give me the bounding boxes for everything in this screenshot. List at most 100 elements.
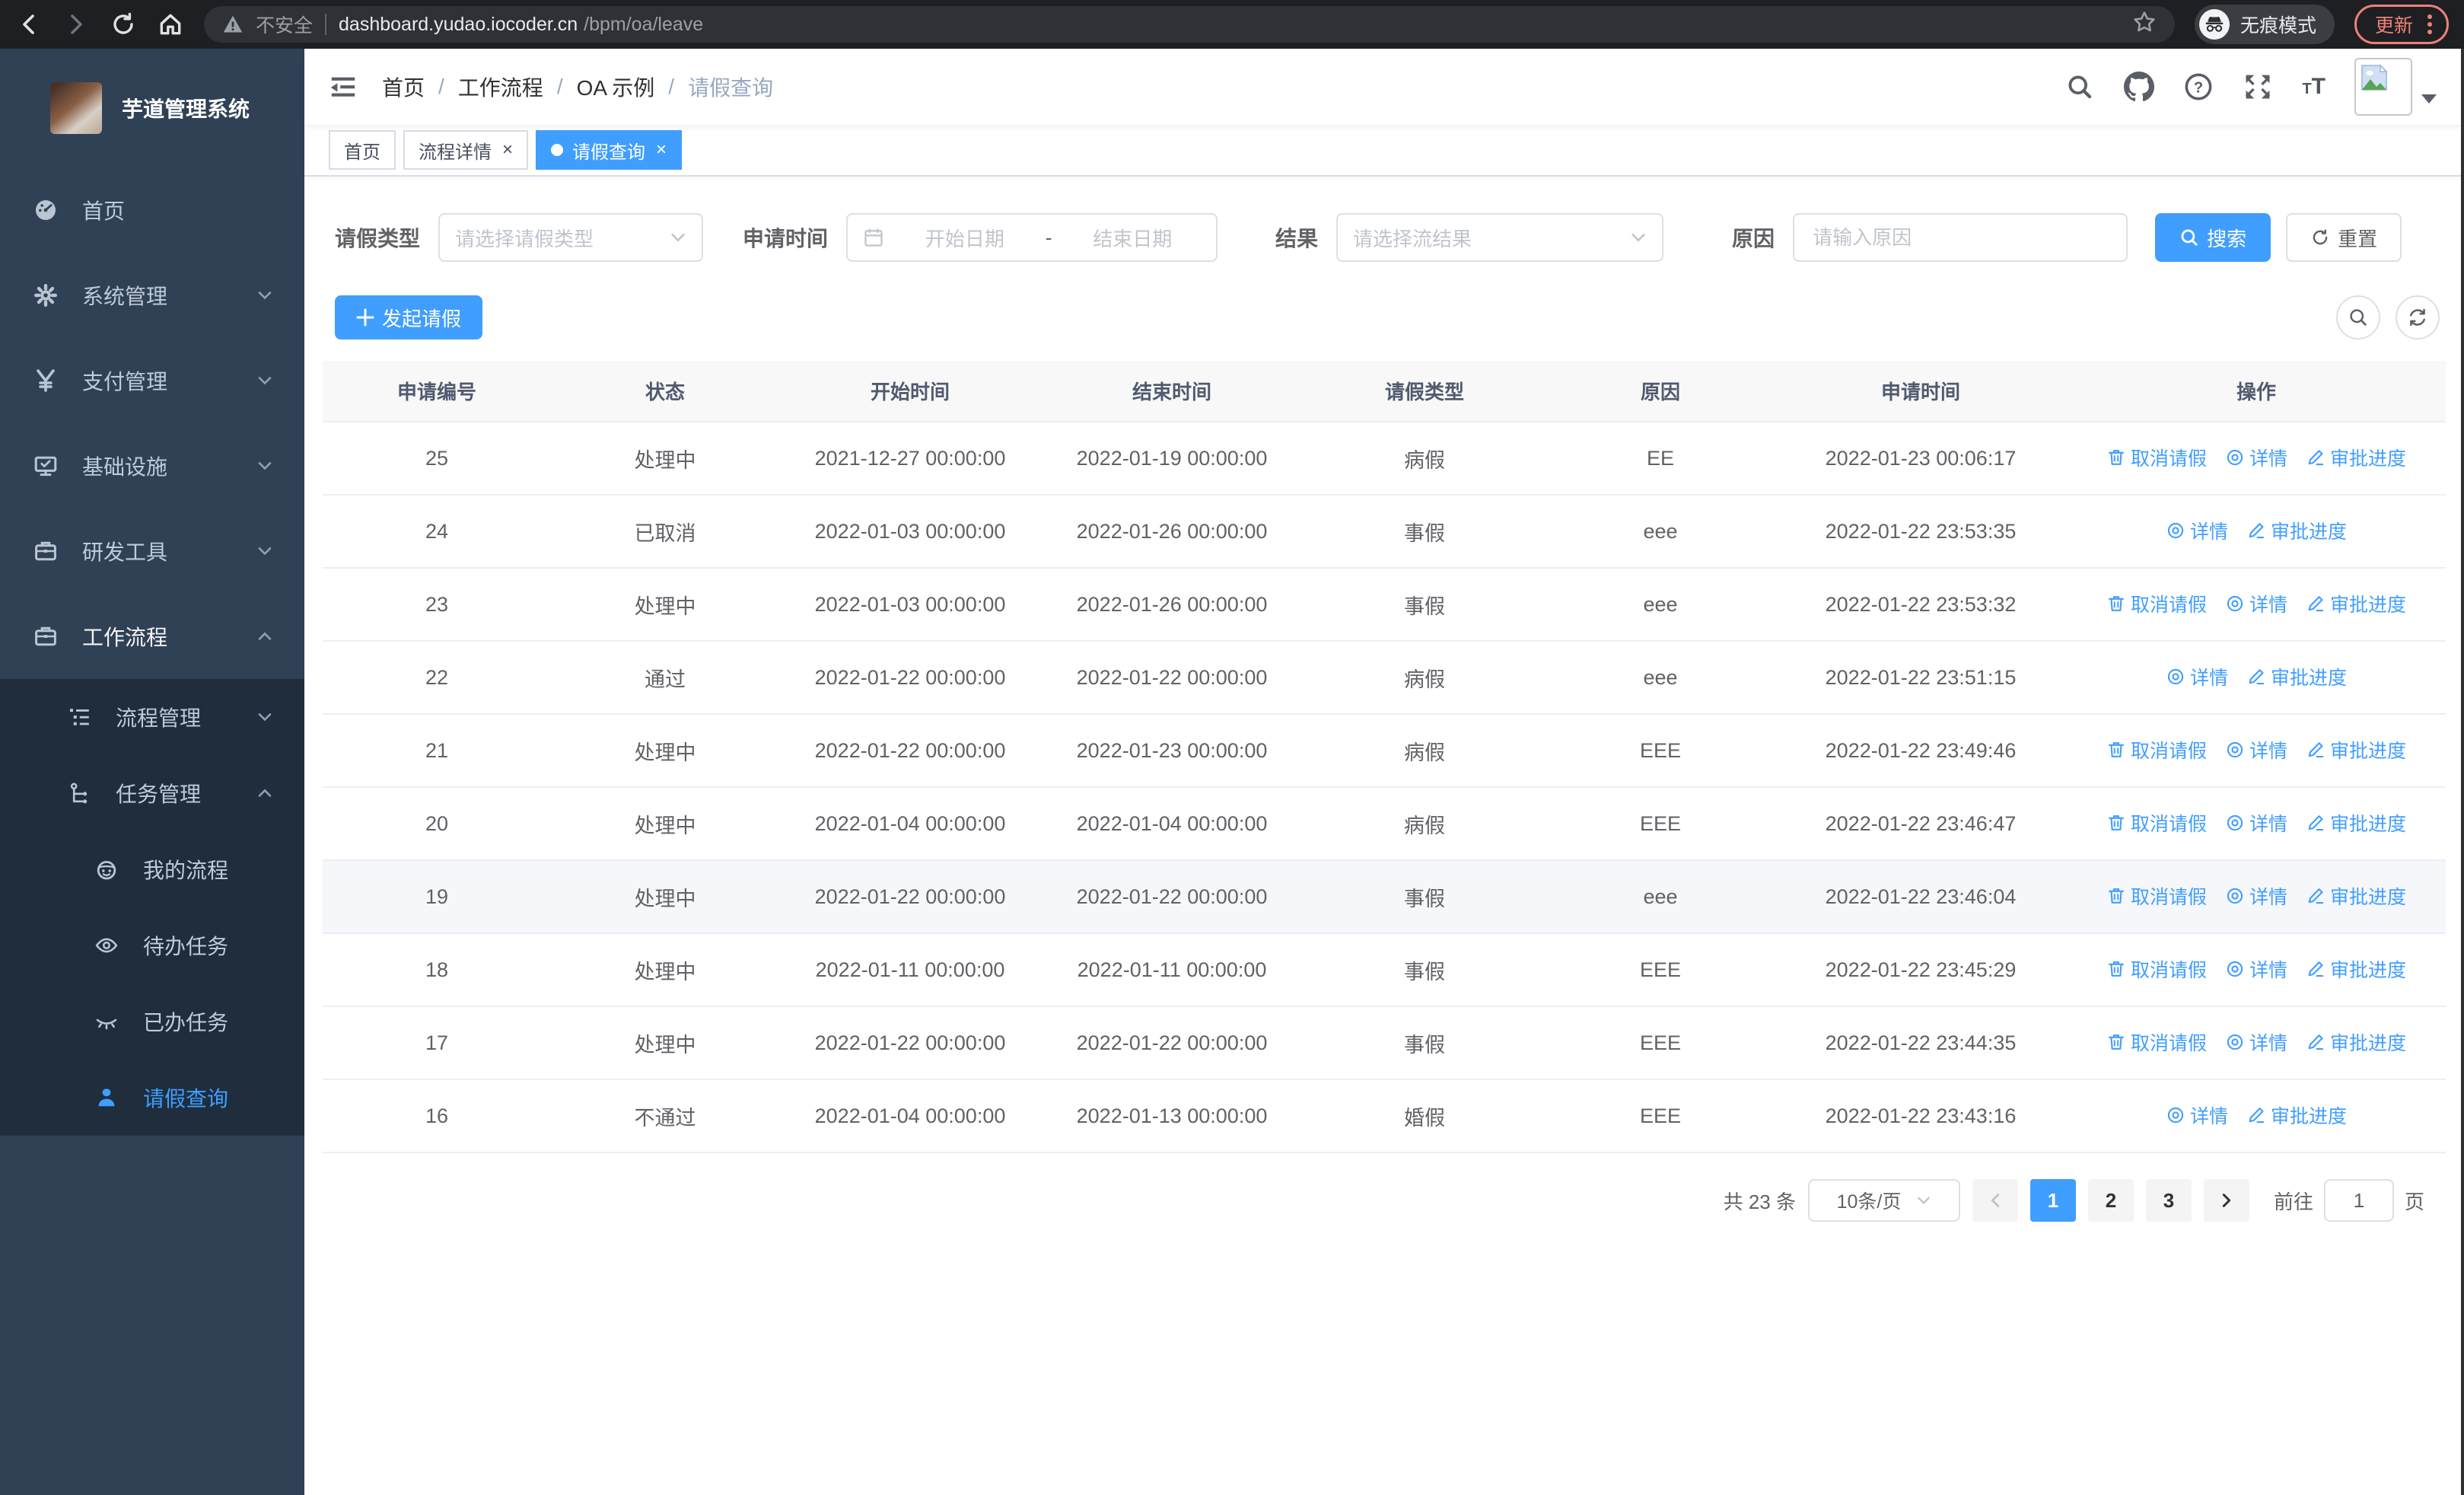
kebab-menu-icon[interactable]	[2427, 12, 2433, 37]
action-label: 取消请假	[2130, 741, 2207, 762]
page-number-2[interactable]: 2	[2087, 1179, 2134, 1222]
detail-link[interactable]: 详情	[2225, 444, 2287, 471]
breadcrumb-item[interactable]: 首页	[382, 76, 425, 100]
cancel-leave-link[interactable]: 取消请假	[2106, 590, 2207, 617]
sidebar-item-研发工具[interactable]: 研发工具	[0, 508, 304, 594]
show-search-icon-button[interactable]	[2336, 295, 2380, 339]
cell-id: 16	[323, 1079, 551, 1153]
page-size-select[interactable]: 10条/页	[1807, 1179, 1960, 1222]
cancel-leave-link[interactable]: 取消请假	[2106, 1028, 2207, 1056]
search-button[interactable]: 搜索	[2155, 213, 2271, 262]
sidebar-item-系统管理[interactable]: 系统管理	[0, 253, 304, 338]
detail-link[interactable]: 详情	[2225, 736, 2287, 763]
next-page-button[interactable]	[2203, 1179, 2249, 1222]
approval-progress-link[interactable]: 审批进度	[2306, 1028, 2406, 1056]
refresh-table-icon-button[interactable]	[2396, 295, 2440, 339]
forward-icon[interactable]	[62, 11, 90, 38]
help-icon[interactable]: ?	[2183, 72, 2214, 102]
table-row: 18 处理中 2022-01-11 00:00:00 2022-01-11 00:00…	[323, 933, 2446, 1007]
page-number-1[interactable]: 1	[2029, 1179, 2076, 1222]
bookmark-star-icon[interactable]	[2132, 10, 2157, 40]
sidebar-item-我的流程[interactable]: 我的流程	[0, 831, 304, 907]
sidebar-item-流程管理[interactable]: 流程管理	[0, 679, 304, 755]
breadcrumb-item[interactable]: 工作流程	[457, 76, 543, 100]
sidebar-item-基础设施[interactable]: 基础设施	[0, 423, 304, 508]
detail-link[interactable]: 详情	[2225, 809, 2287, 837]
url-separator	[325, 14, 327, 35]
reset-button[interactable]: 重置	[2286, 213, 2402, 262]
sidebar-item-已办任务[interactable]: 已办任务	[0, 983, 304, 1060]
cell-leave-type: 事假	[1303, 495, 1546, 569]
sidebar-item-待办任务[interactable]: 待办任务	[0, 907, 304, 983]
sidebar-item-工作流程[interactable]: 工作流程	[0, 594, 304, 679]
cell-status: 通过	[551, 641, 779, 715]
cell-end-time: 2022-01-26 00:00:00	[1041, 495, 1303, 569]
column-header: 请假类型	[1303, 361, 1546, 422]
close-icon[interactable]: ×	[502, 139, 514, 160]
detail-link[interactable]: 详情	[2166, 517, 2228, 544]
tab-label: 首页	[344, 142, 380, 163]
cancel-leave-link[interactable]: 取消请假	[2106, 809, 2207, 837]
approval-progress-link[interactable]: 审批进度	[2306, 590, 2406, 617]
detail-link[interactable]: 详情	[2225, 882, 2287, 910]
breadcrumb-item[interactable]: OA 示例	[576, 76, 655, 100]
date-end-placeholder[interactable]: 结束日期	[1093, 227, 1173, 250]
create-leave-button[interactable]: 发起请假	[335, 295, 483, 339]
date-start-placeholder[interactable]: 开始日期	[925, 227, 1004, 250]
approval-progress-link[interactable]: 审批进度	[2306, 882, 2406, 910]
back-icon[interactable]	[15, 11, 43, 38]
goto-page-input[interactable]	[2323, 1179, 2394, 1222]
avatar[interactable]	[2354, 58, 2412, 116]
sidebar-item-请假查询[interactable]: 请假查询	[0, 1060, 304, 1136]
window-scrollbar-edge[interactable]	[2461, 49, 2464, 1495]
trash-icon	[2106, 813, 2126, 833]
page-number-3[interactable]: 3	[2145, 1179, 2192, 1222]
update-button[interactable]: 更新	[2354, 5, 2449, 44]
detail-link[interactable]: 详情	[2166, 1101, 2228, 1129]
sidebar-item-支付管理[interactable]: 支付管理	[0, 338, 304, 423]
home-icon[interactable]	[157, 11, 184, 38]
leave-type-select[interactable]: 请选择请假类型	[438, 213, 704, 262]
result-select[interactable]: 请选择流结果	[1336, 213, 1664, 262]
font-size-icon[interactable]: TT	[2302, 74, 2326, 99]
cancel-leave-link[interactable]: 取消请假	[2106, 955, 2207, 983]
approval-progress-link[interactable]: 审批进度	[2246, 1101, 2347, 1129]
cancel-leave-link[interactable]: 取消请假	[2106, 882, 2207, 910]
search-icon[interactable]	[2064, 72, 2095, 102]
tags-view: 首页 流程详情 × 请假查询 ×	[304, 125, 2464, 177]
detail-link[interactable]: 详情	[2225, 1028, 2287, 1056]
cancel-leave-link[interactable]: 取消请假	[2106, 736, 2207, 763]
detail-link[interactable]: 详情	[2225, 955, 2287, 983]
approval-progress-link[interactable]: 审批进度	[2306, 736, 2406, 763]
detail-link[interactable]: 详情	[2166, 663, 2228, 690]
approval-progress-link[interactable]: 审批进度	[2246, 663, 2347, 690]
github-icon[interactable]	[2124, 72, 2155, 102]
tab-首页[interactable]: 首页	[329, 130, 396, 170]
cancel-leave-link[interactable]: 取消请假	[2106, 444, 2207, 471]
approval-progress-link[interactable]: 审批进度	[2306, 955, 2406, 983]
approval-progress-link[interactable]: 审批进度	[2306, 809, 2406, 837]
security-label[interactable]: 不安全	[256, 15, 314, 37]
reload-icon[interactable]	[110, 11, 137, 38]
sidebar-item-label: 流程管理	[116, 706, 202, 730]
fullscreen-icon[interactable]	[2243, 72, 2273, 102]
tab-请假查询[interactable]: 请假查询 ×	[536, 130, 683, 170]
cell-start-time: 2022-01-22 00:00:00	[779, 1006, 1041, 1080]
app-logo[interactable]: 芋道管理系统	[0, 49, 304, 167]
approval-progress-link[interactable]: 审批进度	[2306, 444, 2406, 471]
prev-page-button[interactable]	[1972, 1179, 2018, 1222]
table-toolbar: 发起请假	[335, 295, 2440, 339]
reason-input[interactable]	[1793, 213, 2128, 262]
apply-time-range-picker[interactable]: 开始日期 - 结束日期	[846, 213, 1218, 262]
sidebar-fold-icon[interactable]	[329, 72, 358, 101]
tab-流程详情[interactable]: 流程详情 ×	[403, 130, 529, 170]
sidebar-item-首页[interactable]: 首页	[0, 167, 304, 253]
table-tools	[2336, 295, 2440, 339]
cell-status: 处理中	[551, 1006, 779, 1080]
close-icon[interactable]: ×	[656, 139, 667, 160]
sidebar-item-任务管理[interactable]: 任务管理	[0, 755, 304, 831]
url-bar[interactable]: 不安全 dashboard.yudao.iocoder.cn/bpm/oa/le…	[204, 6, 2175, 43]
detail-link[interactable]: 详情	[2225, 590, 2287, 617]
approval-progress-link[interactable]: 审批进度	[2246, 517, 2347, 544]
user-menu[interactable]	[2354, 58, 2437, 116]
